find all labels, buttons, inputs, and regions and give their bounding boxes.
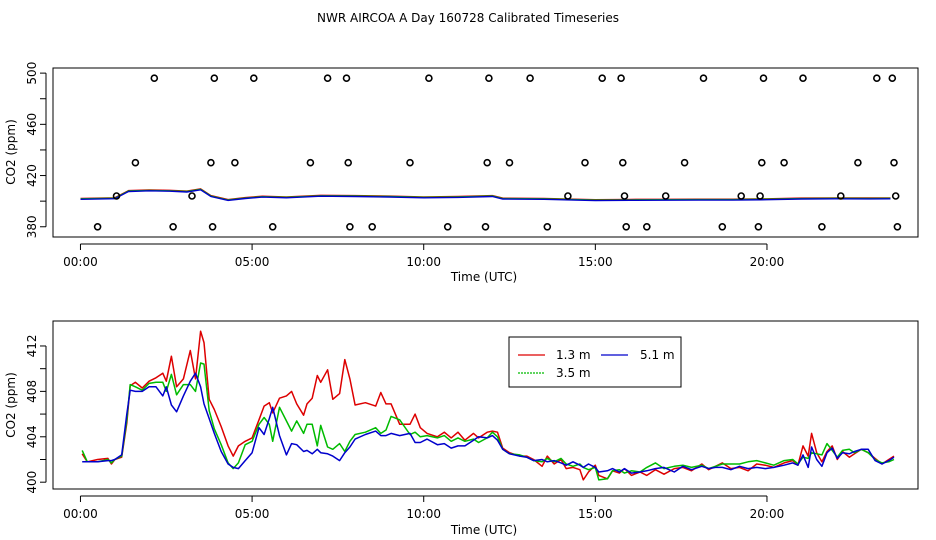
- calibration-marker: [564, 192, 572, 200]
- calibration-marker: [799, 74, 807, 82]
- calibration-marker: [169, 223, 177, 231]
- calibration-marker: [543, 223, 552, 231]
- top-panel: 00:00 05:00 10:00 15:00 20:00 380 420 460 500 T…: [4, 62, 919, 284]
- legend-box: [508, 336, 682, 388]
- series-line-3-5-m: [81, 362, 895, 481]
- calibration-marker: [306, 158, 315, 167]
- calibration-marker: [505, 158, 514, 167]
- calibration-marker: [754, 223, 763, 231]
- chart-title: NWR AIRCOA A Day 160728 Calibrated Times…: [317, 11, 619, 25]
- calibration-marker: [323, 74, 332, 82]
- top-y-tick-label: 380: [25, 215, 39, 238]
- calibration-marker: [406, 158, 414, 167]
- bottom-x-tick-label: 15:00: [578, 507, 613, 521]
- calibration-marker: [661, 192, 670, 200]
- bottom-x-tick-label: 10:00: [406, 507, 441, 521]
- top-y-axis: 380 420 460 500: [25, 62, 47, 238]
- calibration-marker: [131, 158, 140, 167]
- top-series-lines: [80, 188, 891, 202]
- bottom-x-tick-label: 05:00: [235, 507, 270, 521]
- bottom-y-axis-label: CO2 (ppm): [4, 372, 18, 438]
- bottom-panel: 00:00 05:00 10:00 15:00 20:00 400 404 408 412 T…: [4, 320, 919, 537]
- calibration-marker: [888, 74, 897, 82]
- calibration-marker: [208, 223, 217, 231]
- calibration-marker: [481, 223, 490, 231]
- bottom-y-axis: 400 404 408 412: [25, 335, 47, 494]
- top-markers: [93, 74, 902, 231]
- calibration-marker: [485, 74, 493, 82]
- calibration-marker: [872, 74, 881, 82]
- bottom-y-tick-label: 408: [25, 380, 39, 403]
- calibration-marker: [231, 158, 239, 167]
- calibration-marker: [780, 158, 788, 167]
- legend-label-5-1m: 5.1 m: [640, 348, 675, 362]
- calibration-marker: [93, 223, 102, 231]
- calibration-marker: [368, 223, 377, 231]
- calibration-marker: [818, 223, 826, 231]
- calibration-marker: [893, 223, 902, 231]
- calibration-marker: [836, 192, 845, 200]
- calibration-marker: [642, 223, 651, 231]
- calibration-marker: [757, 158, 766, 167]
- top-x-tick-label: 00:00: [63, 255, 98, 269]
- calibration-marker: [759, 74, 768, 82]
- calibration-marker: [483, 158, 492, 167]
- legend: 1.3 m 3.5 m 5.1 m: [508, 336, 682, 388]
- calibration-marker: [443, 223, 452, 231]
- calibration-marker: [268, 223, 277, 231]
- calibration-marker: [581, 158, 589, 167]
- calibration-marker: [756, 192, 764, 200]
- calibration-marker: [699, 74, 708, 82]
- top-y-axis-label: CO2 (ppm): [4, 119, 18, 185]
- top-x-axis-label: Time (UTC): [450, 270, 517, 284]
- calibration-marker: [112, 192, 121, 200]
- bottom-y-tick-label: 400: [25, 471, 39, 494]
- top-x-tick-label: 10:00: [406, 255, 441, 269]
- calibration-marker: [526, 74, 534, 82]
- top-x-tick-label: 20:00: [750, 255, 785, 269]
- bottom-x-axis: 00:00 05:00 10:00 15:00 20:00: [63, 495, 785, 521]
- top-plot-frame: [52, 67, 919, 238]
- top-y-tick-label: 420: [25, 164, 39, 187]
- top-series-line-3: [80, 189, 891, 202]
- calibration-marker: [737, 192, 746, 200]
- bottom-x-axis-label: Time (UTC): [450, 523, 517, 537]
- top-x-axis: 00:00 05:00 10:00 15:00 20:00: [63, 243, 785, 269]
- calibration-marker: [617, 74, 625, 82]
- top-x-tick-label: 05:00: [235, 255, 270, 269]
- calibration-marker: [680, 158, 689, 167]
- calibration-marker: [891, 192, 900, 200]
- calibration-marker: [598, 74, 607, 82]
- bottom-x-tick-label: 00:00: [63, 507, 98, 521]
- series-line-1-3-m: [81, 330, 895, 481]
- bottom-y-tick-label: 412: [25, 335, 39, 358]
- calibration-marker: [346, 223, 354, 231]
- calibration-marker: [150, 74, 159, 82]
- legend-label-3-5m: 3.5 m: [556, 366, 591, 380]
- bottom-x-tick-label: 20:00: [750, 507, 785, 521]
- top-y-tick-label: 500: [25, 62, 39, 85]
- calibration-marker: [620, 192, 629, 200]
- calibration-marker: [890, 158, 898, 167]
- calibration-marker: [250, 74, 258, 82]
- calibration-marker: [425, 74, 433, 82]
- calibration-marker: [618, 158, 627, 167]
- bottom-plot-frame: [52, 320, 919, 490]
- calibration-marker: [188, 192, 196, 200]
- bottom-y-tick-label: 404: [25, 425, 39, 448]
- calibration-marker: [718, 223, 727, 231]
- calibration-marker: [622, 223, 631, 231]
- calibration-marker: [344, 158, 353, 167]
- top-x-tick-label: 15:00: [578, 255, 613, 269]
- series-line-5-1-m: [82, 372, 895, 474]
- calibration-marker: [207, 158, 215, 167]
- top-y-tick-label: 460: [25, 113, 39, 136]
- calibration-marker: [342, 74, 351, 82]
- legend-label-1-3m: 1.3 m: [556, 348, 591, 362]
- bottom-series-lines: [81, 330, 895, 481]
- calibration-marker: [210, 74, 219, 82]
- calibration-marker: [854, 158, 862, 167]
